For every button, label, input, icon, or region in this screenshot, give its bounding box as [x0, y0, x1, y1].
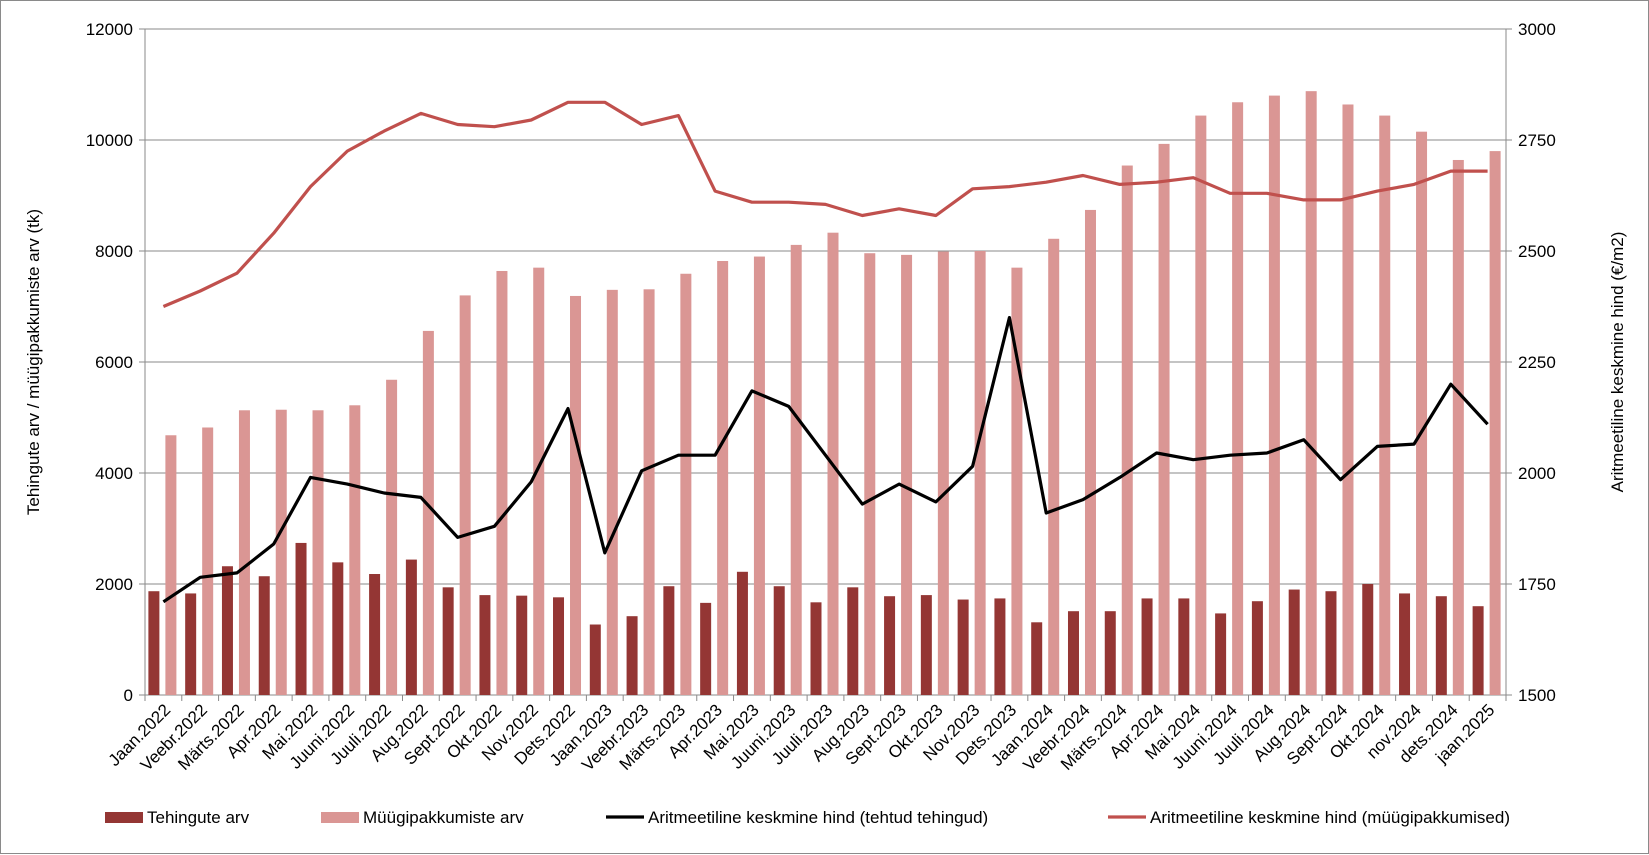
bar-myygipakkumiste-arv [901, 254, 913, 695]
bar-myygipakkumiste-arv [643, 289, 655, 695]
bar-tehingute-arv [221, 566, 233, 695]
y-left-tick-label: 12000 [86, 20, 133, 39]
y-left-tick-label: 2000 [95, 575, 133, 594]
bar-myygipakkumiste-arv [1305, 91, 1317, 695]
y-right-tick-label: 2750 [1518, 131, 1556, 150]
y-left-tick-label: 6000 [95, 353, 133, 372]
y-right-tick-label: 2250 [1518, 353, 1556, 372]
bar-tehingute-arv [626, 616, 638, 695]
bar-tehingute-arv [295, 542, 307, 695]
bar-myygipakkumiste-arv [1379, 115, 1391, 695]
bar-myygipakkumiste-arv [1084, 209, 1096, 695]
bar-tehingute-arv [1325, 591, 1337, 695]
legend-label: Aritmeetiline keskmine hind (tehtud tehi… [648, 808, 988, 827]
bar-tehingute-arv [884, 596, 896, 695]
legend-label: Müügipakkumiste arv [363, 808, 524, 827]
bar-myygipakkumiste-arv [717, 260, 729, 695]
line-keskmine-hind-myygipakkumised [162, 100, 1488, 308]
bar-tehingute-arv [553, 597, 565, 695]
bar-tehingute-arv [736, 571, 748, 695]
bar-tehingute-arv [663, 586, 675, 695]
bar-myygipakkumiste-arv [1416, 131, 1428, 696]
bar-tehingute-arv [589, 624, 601, 695]
bar-myygipakkumiste-arv [165, 435, 177, 695]
bar-tehingute-arv [516, 595, 528, 695]
bar-myygipakkumiste-arv [496, 270, 508, 695]
bar-myygipakkumiste-arv [238, 410, 250, 695]
bar-myygipakkumiste-arv [386, 379, 398, 695]
bar-tehingute-arv [1251, 601, 1263, 695]
legend-label: Tehingute arv [147, 808, 250, 827]
bar-myygipakkumiste-arv [753, 256, 765, 695]
bar-myygipakkumiste-arv [275, 409, 287, 695]
bar-myygipakkumiste-arv [202, 427, 214, 695]
bar-myygipakkumiste-arv [864, 253, 876, 695]
bar-tehingute-arv [258, 576, 270, 695]
bar-myygipakkumiste-arv [1452, 159, 1464, 696]
bar-tehingute-arv [810, 602, 822, 695]
y-right-tick-label: 2000 [1518, 464, 1556, 483]
bar-tehingute-arv [369, 574, 381, 695]
bar-tehingute-arv [700, 602, 712, 695]
bar-myygipakkumiste-arv [1268, 95, 1280, 696]
bar-tehingute-arv [442, 587, 454, 695]
bar-myygipakkumiste-arv [1232, 102, 1244, 695]
y-left-tick-label: 8000 [95, 242, 133, 261]
bar-myygipakkumiste-arv [974, 251, 986, 695]
y-right-tick-label: 3000 [1518, 20, 1556, 39]
bar-myygipakkumiste-arv [533, 267, 545, 695]
y-right-tick-label: 2500 [1518, 242, 1556, 261]
bar-tehingute-arv [1472, 606, 1484, 695]
bar-tehingute-arv [148, 591, 160, 695]
bar-tehingute-arv [847, 587, 859, 695]
bar-tehingute-arv [1399, 593, 1411, 695]
bar-myygipakkumiste-arv [1158, 143, 1170, 695]
bar-tehingute-arv [1141, 598, 1153, 695]
y-right-tick-label: 1750 [1518, 575, 1556, 594]
bar-tehingute-arv [773, 586, 785, 695]
y-left-tick-label: 4000 [95, 464, 133, 483]
bar-myygipakkumiste-arv [1121, 165, 1133, 695]
bar-tehingute-arv [479, 595, 491, 695]
bar-myygipakkumiste-arv [1489, 151, 1501, 696]
bar-tehingute-arv [1288, 589, 1300, 695]
legend-swatch [105, 812, 143, 823]
bar-tehingute-arv [1362, 584, 1374, 695]
bar-tehingute-arv [332, 562, 344, 695]
legend-swatch [321, 812, 359, 823]
bar-myygipakkumiste-arv [349, 405, 361, 695]
bar-myygipakkumiste-arv [606, 289, 618, 695]
bar-tehingute-arv [920, 595, 932, 695]
bar-myygipakkumiste-arv [459, 295, 471, 695]
y-left-axis-title: Tehingute arv / müügipakkumiste arv (tk) [24, 209, 43, 515]
bar-myygipakkumiste-arv [1342, 104, 1354, 696]
bar-myygipakkumiste-arv [570, 295, 582, 695]
y-left-tick-label: 0 [124, 686, 133, 705]
bar-tehingute-arv [185, 593, 197, 695]
bar-myygipakkumiste-arv [790, 244, 802, 695]
y-right-axis-title: Aritmeetiline keskmine hind (€/m2) [1608, 232, 1627, 493]
bar-tehingute-arv [1435, 596, 1447, 695]
bar-myygipakkumiste-arv [1011, 267, 1023, 695]
bar-tehingute-arv [405, 559, 417, 695]
bar-tehingute-arv [1067, 611, 1079, 695]
bar-myygipakkumiste-arv [422, 330, 434, 695]
bar-myygipakkumiste-arv [1195, 115, 1207, 695]
line-keskmine-hind-tehtud [162, 316, 1489, 604]
legend-label: Aritmeetiline keskmine hind (müügipakkum… [1150, 808, 1510, 827]
bar-tehingute-arv [1104, 611, 1116, 695]
bar-myygipakkumiste-arv [312, 410, 324, 695]
bar-tehingute-arv [957, 599, 969, 695]
bar-myygipakkumiste-arv [1048, 238, 1060, 696]
bar-tehingute-arv [1178, 598, 1190, 695]
bar-tehingute-arv [1215, 613, 1227, 695]
y-right-tick-label: 1500 [1518, 686, 1556, 705]
bar-tehingute-arv [994, 598, 1006, 695]
bar-myygipakkumiste-arv [937, 251, 949, 695]
bar-tehingute-arv [1031, 622, 1043, 695]
y-left-tick-label: 10000 [86, 131, 133, 150]
bar-myygipakkumiste-arv [680, 273, 692, 695]
